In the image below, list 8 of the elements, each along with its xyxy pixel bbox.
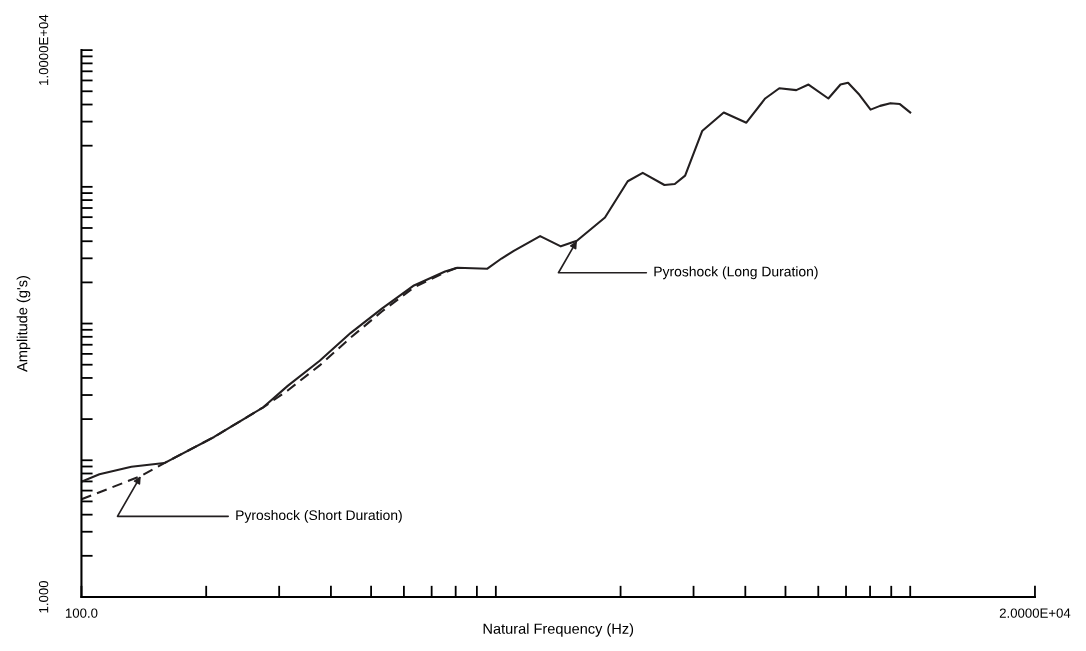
y-axis-title: Amplitude (g's) — [16, 276, 31, 372]
y-tick-label: 1.0000E+04 — [38, 14, 49, 85]
x-tick-label: 2.0000E+04 — [999, 608, 1071, 618]
x-axis-title: Natural Frequency (Hz) — [483, 623, 634, 637]
annotation: Pyroshock (Short Duration) — [236, 509, 402, 523]
y-tick-label: 1.000 — [38, 580, 49, 613]
annotation: Pyroshock (Long Duration) — [654, 266, 818, 280]
x-tick-label: 100.0 — [65, 608, 98, 618]
